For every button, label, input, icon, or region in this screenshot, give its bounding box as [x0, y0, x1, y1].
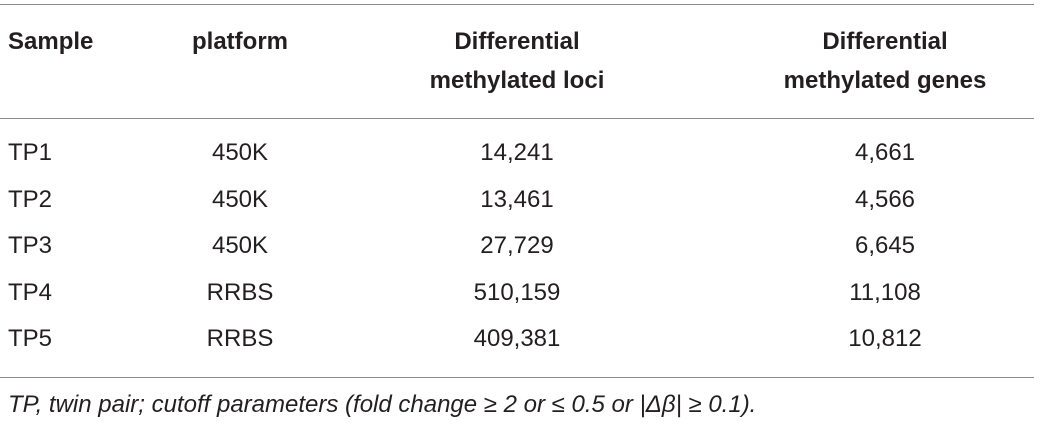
header-cell: platform — [192, 28, 288, 55]
cell: 11,108 — [849, 278, 921, 306]
top-rule — [0, 4, 1034, 5]
cell: 4,661 — [854, 139, 916, 166]
cell: 13,461 — [480, 185, 554, 213]
cell: 14,241 — [480, 139, 554, 166]
cell: 10,812 — [848, 325, 922, 352]
header-cell: Sample — [8, 28, 94, 55]
cell: TP4 — [8, 278, 53, 306]
cell: 510,159 — [473, 278, 561, 306]
cell: TP5 — [8, 325, 53, 352]
cell: 27,729 — [480, 232, 554, 259]
cell: TP3 — [8, 232, 53, 259]
header-cell: Differential — [822, 28, 948, 55]
header-cell: methylated loci — [429, 67, 605, 94]
cell: 6,645 — [854, 232, 916, 259]
bottom-rule — [0, 377, 1034, 378]
header-cell: methylated genes — [783, 67, 987, 94]
header-cell: Differential — [454, 28, 580, 55]
cell: TP2 — [8, 185, 53, 213]
cell: 450K — [211, 232, 269, 259]
header-rule — [0, 118, 1034, 119]
footnote: TP, twin pair; cutoff parameters (fold c… — [8, 391, 757, 418]
cell: 450K — [211, 185, 269, 213]
cell: RRBS — [206, 278, 274, 306]
cell: 4,566 — [854, 185, 916, 213]
cell: TP1 — [8, 139, 53, 166]
cell: 450K — [211, 139, 269, 166]
cell: 409,381 — [473, 325, 561, 352]
cell: RRBS — [206, 325, 274, 352]
